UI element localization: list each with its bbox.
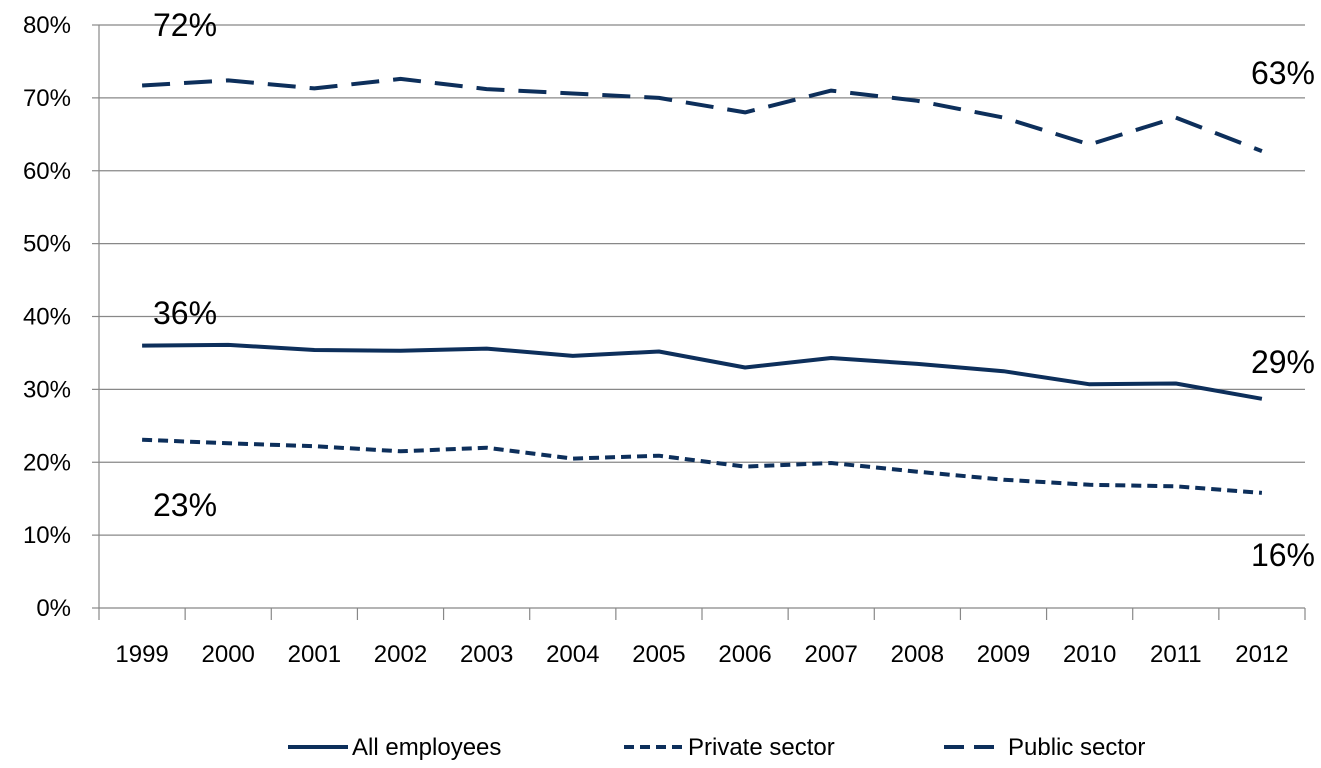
y-tick-label: 80% <box>23 12 71 39</box>
y-tick-label: 50% <box>23 231 71 258</box>
x-tick-label: 2012 <box>1235 641 1288 668</box>
private-sector-line <box>142 437 1263 495</box>
x-tick-label: 2002 <box>374 641 427 668</box>
x-tick-label: 2008 <box>891 641 944 668</box>
legend-label: Private sector <box>688 734 835 761</box>
y-tick-label: 20% <box>23 449 71 476</box>
data-label: 16% <box>1251 537 1315 573</box>
y-tick-label: 30% <box>23 376 71 403</box>
x-tick-label: 2010 <box>1063 641 1116 668</box>
x-tick-label: 1999 <box>115 641 168 668</box>
data-label: 29% <box>1251 344 1315 380</box>
y-tick-label: 10% <box>23 522 71 549</box>
x-tick-label: 2007 <box>805 641 858 668</box>
all-employees-line <box>142 342 1263 401</box>
x-tick-label: 2000 <box>202 641 255 668</box>
y-tick-label: 0% <box>36 595 71 622</box>
public-sector-line <box>141 76 1263 153</box>
x-tick-label: 2001 <box>288 641 341 668</box>
y-tick-label: 70% <box>23 85 71 112</box>
data-label: 63% <box>1251 55 1315 91</box>
x-tick-label: 2009 <box>977 641 1030 668</box>
data-label: 36% <box>153 295 217 331</box>
x-tick-label: 2006 <box>718 641 771 668</box>
y-tick-label: 60% <box>23 158 71 185</box>
y-tick-label: 40% <box>23 304 71 331</box>
x-tick-label: 2011 <box>1150 641 1202 668</box>
x-tick-label: 2003 <box>460 641 513 668</box>
legend-label: All employees <box>352 734 501 761</box>
x-tick-label: 2005 <box>632 641 685 668</box>
data-label: 72% <box>153 7 217 43</box>
data-label: 23% <box>153 487 217 523</box>
legend-label: Public sector <box>1008 734 1145 761</box>
x-tick-label: 2004 <box>546 641 599 668</box>
